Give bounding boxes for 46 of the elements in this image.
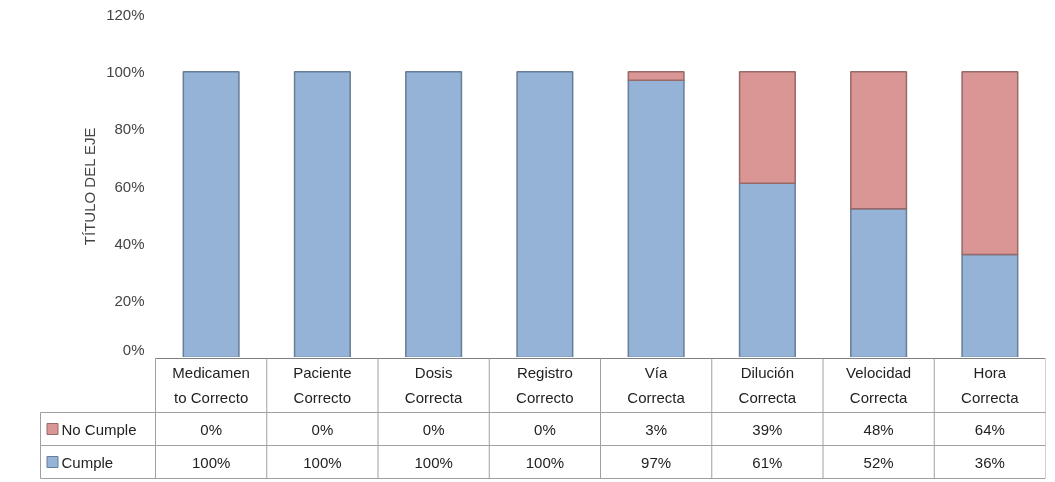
y-tick-label: 40%: [114, 234, 145, 252]
data-label: 61%: [752, 453, 783, 471]
data-label: 100%: [303, 453, 342, 471]
bar: [405, 70, 463, 357]
data-label: 97%: [641, 453, 672, 471]
x-tick-label: Dilución Correcta: [738, 364, 797, 406]
bar: [627, 79, 685, 357]
x-tick-label: Dosis Correcta: [404, 364, 464, 406]
data-label: 0%: [534, 420, 556, 438]
x-tick-label: Registro Correcto: [516, 364, 574, 406]
bar: [961, 70, 1019, 256]
data-label: 0%: [422, 420, 445, 438]
data-label: 64%: [974, 420, 1005, 438]
x-tick-label: Paciente Correcto: [293, 364, 352, 406]
y-tick-label: 120%: [106, 6, 145, 23]
x-tick-label: Vía Correcta: [627, 364, 686, 406]
x-tick-label: Velocidad Correcta: [846, 364, 912, 406]
x-tick-label: Medicamento Correcto: [172, 364, 250, 406]
legend-label: No Cumple: [61, 420, 137, 438]
legend-label: Cumple: [61, 453, 114, 471]
data-label: 3%: [645, 420, 667, 438]
data-label: 100%: [414, 453, 453, 471]
bar: [293, 70, 351, 357]
data-label: 48%: [863, 420, 894, 438]
y-tick-label: 0%: [122, 340, 145, 358]
data-label: 100%: [191, 453, 231, 471]
y-tick-label: 80%: [114, 120, 145, 138]
bar: [850, 208, 908, 357]
y-axis-title: TÍTULO DEL EJE: [81, 127, 99, 246]
bar: [182, 70, 240, 357]
bar: [850, 70, 908, 210]
x-tick-label: Hora Correcta: [961, 364, 1020, 406]
bar: [627, 70, 685, 81]
bar: [738, 70, 796, 184]
data-label: 36%: [974, 453, 1005, 471]
bar: [961, 253, 1019, 357]
bar: [516, 70, 574, 357]
data-label: 0%: [311, 420, 334, 438]
data-label: 39%: [752, 420, 783, 438]
data-label: 52%: [863, 453, 894, 471]
data-label: 0%: [200, 420, 222, 438]
data-label: 100%: [525, 453, 565, 471]
y-tick-label: 100%: [106, 63, 145, 81]
y-tick-label: 60%: [114, 177, 145, 195]
y-tick-label: 20%: [114, 291, 145, 309]
bar: [738, 182, 796, 357]
